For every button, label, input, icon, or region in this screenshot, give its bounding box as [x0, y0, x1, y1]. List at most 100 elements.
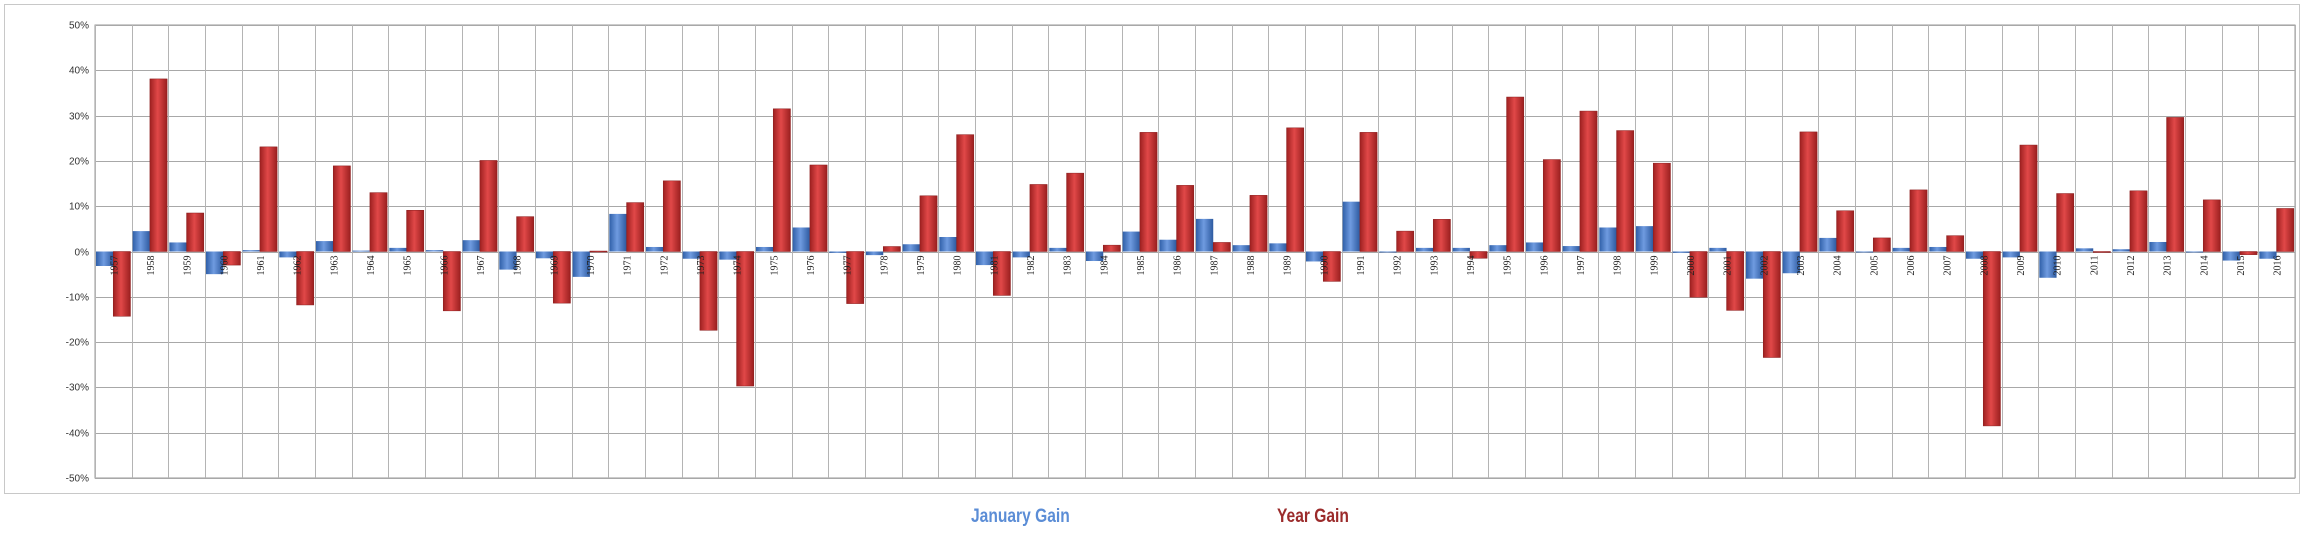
y-tick-label: 30% [69, 112, 89, 123]
bar-january-gain [2076, 248, 2094, 252]
bar-year-gain [1359, 132, 1378, 252]
bar-january-gain [976, 251, 994, 266]
bar-january-gain [426, 250, 444, 252]
bar-january-gain [1232, 245, 1250, 252]
x-tick-label: 1982 [1026, 256, 1037, 276]
x-tick-label: 1999 [1649, 256, 1660, 276]
bar-year-gain [626, 202, 645, 252]
gridlines [94, 24, 2296, 479]
legend-year-gain: Year Gain [1277, 506, 1349, 527]
bar-january-gain [2112, 249, 2130, 252]
bar-year-gain [369, 192, 388, 252]
bar-january-gain [1892, 247, 1910, 252]
bar-january-gain [1452, 247, 1470, 252]
x-tick-label: 1991 [1356, 256, 1367, 276]
x-tick-label: 1997 [1576, 256, 1587, 276]
x-tick-label: 1993 [1429, 256, 1440, 276]
bar-year-gain [1982, 251, 2001, 427]
x-tick-label: 1984 [1099, 256, 1110, 276]
x-tick-label: 2010 [2053, 256, 2064, 276]
bar-year-gain [2166, 117, 2185, 252]
legend-january-gain: January Gain [971, 506, 1070, 527]
bar-year-gain [112, 251, 131, 317]
bar-january-gain [1196, 218, 1214, 252]
bar-year-gain [1286, 127, 1305, 252]
bar-january-gain [169, 242, 187, 252]
bar-january-gain [1562, 246, 1580, 252]
x-tick-label: 1971 [623, 256, 634, 276]
bar-january-gain [1929, 246, 1947, 252]
x-tick-label: 1964 [366, 256, 377, 276]
y-tick-label: 10% [69, 202, 89, 213]
x-axis-tick-labels: 1957 1958 1959 1960 1961 1962 1963 1964 1965 1966… [109, 256, 2283, 276]
bar-january-gain [1966, 251, 1984, 259]
x-tick-label: 1973 [696, 256, 707, 276]
y-tick-label: -20% [66, 338, 89, 349]
x-tick-label: 2008 [1979, 256, 1990, 276]
bar-year-gain [516, 216, 535, 252]
bar-january-gain [1342, 201, 1360, 252]
bar-year-gain [992, 251, 1011, 296]
bar-january-gain [1526, 242, 1544, 252]
bar-year-gain [1249, 195, 1268, 252]
x-tick-label: 1976 [806, 256, 817, 276]
bar-january-gain [242, 250, 260, 252]
bar-year-gain [809, 164, 828, 252]
bar-january-gain [792, 227, 810, 252]
bar-year-gain [1946, 235, 1965, 252]
bar-january-gain [316, 241, 334, 252]
bar-year-gain [222, 251, 241, 266]
bar-january-gain [1122, 231, 1140, 252]
x-tick-label: 2003 [1796, 256, 1807, 276]
bar-year-gain [259, 146, 278, 252]
bar-year-gain [846, 251, 865, 304]
x-tick-label: 1965 [403, 256, 414, 276]
bar-january-gain [1782, 251, 1800, 274]
bar-january-gain [462, 240, 480, 252]
bar-year-gain [2056, 193, 2075, 252]
bar-year-gain [919, 195, 938, 252]
bar-january-gain [1709, 247, 1727, 252]
bar-year-gain [1762, 251, 1781, 358]
bar-year-gain [2276, 208, 2295, 252]
chart-frame: -50% -40% -30% -20% -10% 0% 10% 20% 30% 40% 50% 19… [4, 4, 2300, 494]
x-tick-label: 1960 [219, 256, 230, 276]
bar-year-gain [406, 210, 425, 252]
bar-january-gain [1746, 251, 1764, 279]
bar-january-gain [2222, 251, 2240, 261]
x-tick-label: 1986 [1173, 256, 1184, 276]
bar-january-gain [719, 251, 737, 260]
x-tick-label: 2005 [1869, 256, 1880, 276]
bar-year-gain [589, 250, 608, 253]
bar-january-gain [1819, 237, 1837, 252]
x-tick-label: 1994 [1466, 256, 1477, 276]
bar-year-gain [296, 251, 315, 306]
bar-year-gain [186, 212, 205, 252]
bar-january-gain [1379, 251, 1397, 253]
x-tick-label: 1985 [1136, 256, 1147, 276]
x-tick-label: 1968 [513, 256, 524, 276]
bar-january-gain [1856, 251, 1874, 253]
bar-year-gain [1872, 237, 1891, 252]
x-tick-label: 1966 [439, 256, 450, 276]
x-tick-label: 2002 [1759, 256, 1770, 276]
x-tick-label: 2012 [2126, 256, 2137, 276]
bar-year-gain [479, 160, 498, 252]
bar-january-gain [1489, 245, 1507, 252]
bar-year-gain [1432, 219, 1451, 252]
x-tick-label: 1963 [329, 256, 340, 276]
bar-year-gain [1102, 244, 1121, 252]
x-tick-label: 2016 [2273, 256, 2284, 276]
bar-january-gain [206, 251, 224, 275]
x-tick-label: 1978 [879, 256, 890, 276]
bar-january-gain [2039, 251, 2057, 278]
bar-january-gain [1159, 239, 1177, 252]
legend: January Gain Year Gain [0, 506, 2308, 532]
x-tick-label: 1979 [916, 256, 927, 276]
bar-year-gain [882, 246, 901, 252]
bar-year-gain [2129, 190, 2148, 252]
x-tick-label: 2009 [2016, 256, 2027, 276]
bar-january-gain [1012, 251, 1030, 258]
bar-year-gain [2019, 144, 2038, 252]
y-tick-label: -10% [66, 293, 89, 304]
